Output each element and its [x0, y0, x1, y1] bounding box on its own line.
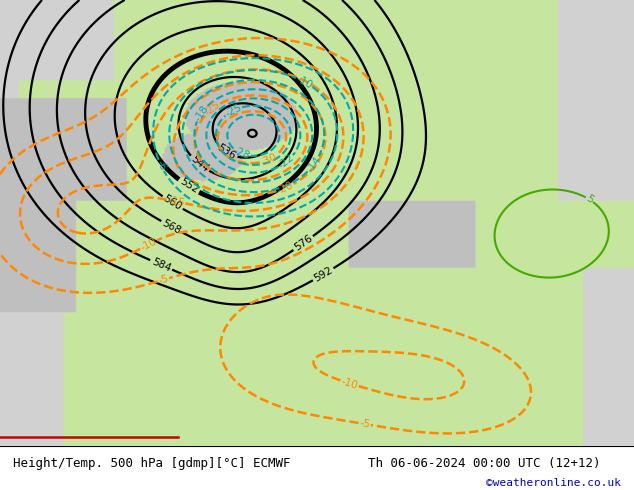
- Text: Th 06-06-2024 00:00 UTC (12+12): Th 06-06-2024 00:00 UTC (12+12): [368, 457, 600, 470]
- Text: -10: -10: [340, 376, 359, 391]
- Text: -20: -20: [276, 180, 295, 196]
- Text: 536: 536: [216, 143, 238, 162]
- Text: Height/Temp. 500 hPa [gdmp][°C] ECMWF: Height/Temp. 500 hPa [gdmp][°C] ECMWF: [13, 457, 290, 470]
- Text: 592: 592: [312, 265, 334, 284]
- Text: ©weatheronline.co.uk: ©weatheronline.co.uk: [486, 478, 621, 489]
- Text: -28: -28: [232, 146, 251, 162]
- Text: -10: -10: [139, 236, 158, 253]
- Text: -25: -25: [202, 99, 222, 118]
- Text: -6: -6: [154, 159, 168, 172]
- Text: -5: -5: [359, 418, 371, 430]
- Text: -22: -22: [276, 152, 296, 171]
- Text: 584: 584: [150, 256, 172, 273]
- Text: 576: 576: [292, 233, 314, 253]
- Text: -30: -30: [259, 151, 278, 168]
- Text: -18: -18: [193, 103, 210, 123]
- Text: -14: -14: [305, 154, 323, 174]
- Text: 560: 560: [162, 194, 184, 212]
- Text: -5: -5: [157, 273, 170, 286]
- Text: 552: 552: [178, 177, 200, 196]
- Text: 568: 568: [160, 218, 183, 236]
- Text: -15: -15: [167, 195, 185, 208]
- Text: 5: 5: [584, 194, 595, 206]
- Text: 544: 544: [188, 154, 210, 174]
- Text: -25: -25: [223, 102, 243, 119]
- Text: -10: -10: [295, 74, 314, 91]
